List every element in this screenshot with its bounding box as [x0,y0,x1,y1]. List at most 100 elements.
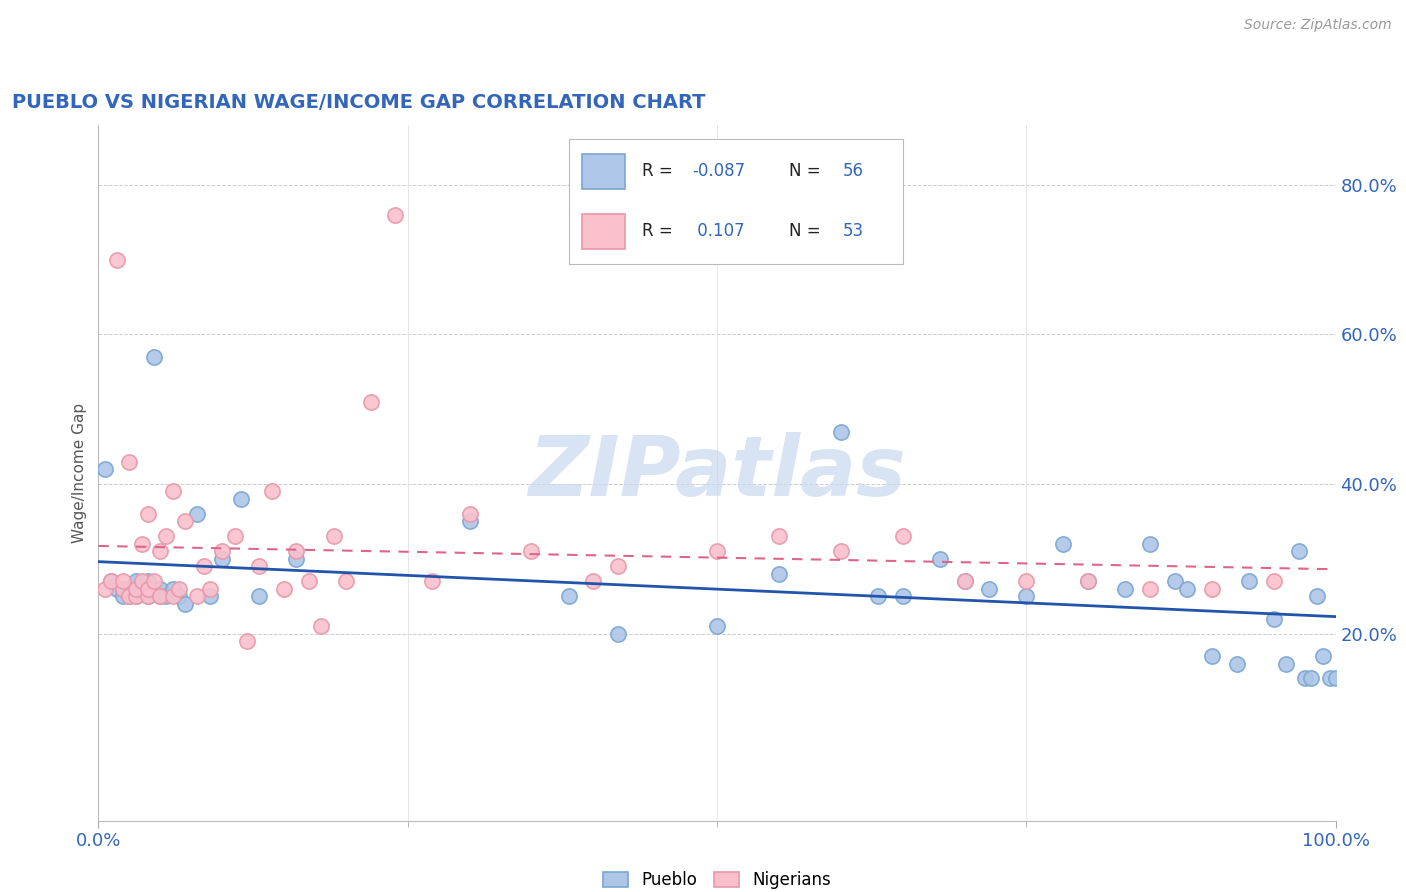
Point [124,574,146,589]
Point [198,582,221,596]
Point [136,582,159,596]
Point [830,425,852,439]
Point [953,574,976,589]
Point [100,574,122,589]
Point [335,574,357,589]
Point [891,589,914,603]
Point [124,582,146,596]
Point [1201,582,1223,596]
Text: ZIPatlas: ZIPatlas [529,433,905,513]
Point [118,454,141,468]
Point [384,208,406,222]
Point [186,507,208,521]
Point [93,462,115,476]
Point [186,589,208,603]
Point [953,574,976,589]
Point [1288,544,1310,558]
Point [1275,657,1298,671]
Point [1201,648,1223,663]
Point [520,544,543,558]
Point [174,515,197,529]
Point [1139,582,1161,596]
Point [136,589,159,603]
Point [149,589,172,603]
Point [124,582,146,596]
Point [105,582,128,596]
Point [162,582,184,596]
Point [198,589,221,603]
Point [830,544,852,558]
Point [224,529,246,543]
Point [112,582,135,596]
Point [360,394,382,409]
Point [1077,574,1099,589]
Point [112,582,135,596]
Point [143,574,166,589]
Point [1015,574,1038,589]
Point [211,551,233,566]
Point [309,619,332,633]
Point [149,589,172,603]
Point [247,589,270,603]
Y-axis label: Wage/Income Gap: Wage/Income Gap [72,402,87,543]
Point [136,589,159,603]
Point [1175,582,1198,596]
Point [136,507,159,521]
Point [1015,589,1038,603]
Point [273,582,295,596]
Text: PUEBLO VS NIGERIAN WAGE/INCOME GAP CORRELATION CHART: PUEBLO VS NIGERIAN WAGE/INCOME GAP CORRE… [11,93,706,112]
Point [162,589,184,603]
Point [131,574,153,589]
Point [149,582,172,596]
Point [260,484,283,499]
Point [928,551,950,566]
Point [1237,574,1260,589]
Point [285,551,308,566]
Point [105,252,128,267]
Point [1312,648,1334,663]
Point [768,566,790,581]
Point [979,582,1001,596]
Point [167,589,190,603]
Point [422,574,444,589]
Point [149,544,172,558]
Point [582,574,605,589]
Point [236,634,259,648]
Point [118,589,141,603]
Point [136,574,159,589]
Point [247,559,270,574]
Point [1052,537,1074,551]
Point [1263,612,1285,626]
Point [211,544,233,558]
Point [93,582,115,596]
Point [1226,657,1249,671]
Point [112,589,135,603]
Point [285,544,308,558]
Point [118,589,141,603]
Point [458,507,481,521]
Point [1114,582,1136,596]
Point [193,559,215,574]
Point [557,589,579,603]
Point [155,589,177,603]
Point [866,589,889,603]
Legend: Pueblo, Nigerians: Pueblo, Nigerians [596,864,838,892]
Point [298,574,321,589]
Point [131,582,153,596]
Point [458,515,481,529]
Point [174,597,197,611]
Point [167,582,190,596]
Point [1139,537,1161,551]
Point [1263,574,1285,589]
Point [131,537,153,551]
Point [891,529,914,543]
Text: Source: ZipAtlas.com: Source: ZipAtlas.com [1244,18,1392,32]
Point [706,544,728,558]
Point [136,582,159,596]
Point [1299,672,1322,686]
Point [706,619,728,633]
Point [112,574,135,589]
Point [1164,574,1187,589]
Point [124,589,146,603]
Point [1294,672,1316,686]
